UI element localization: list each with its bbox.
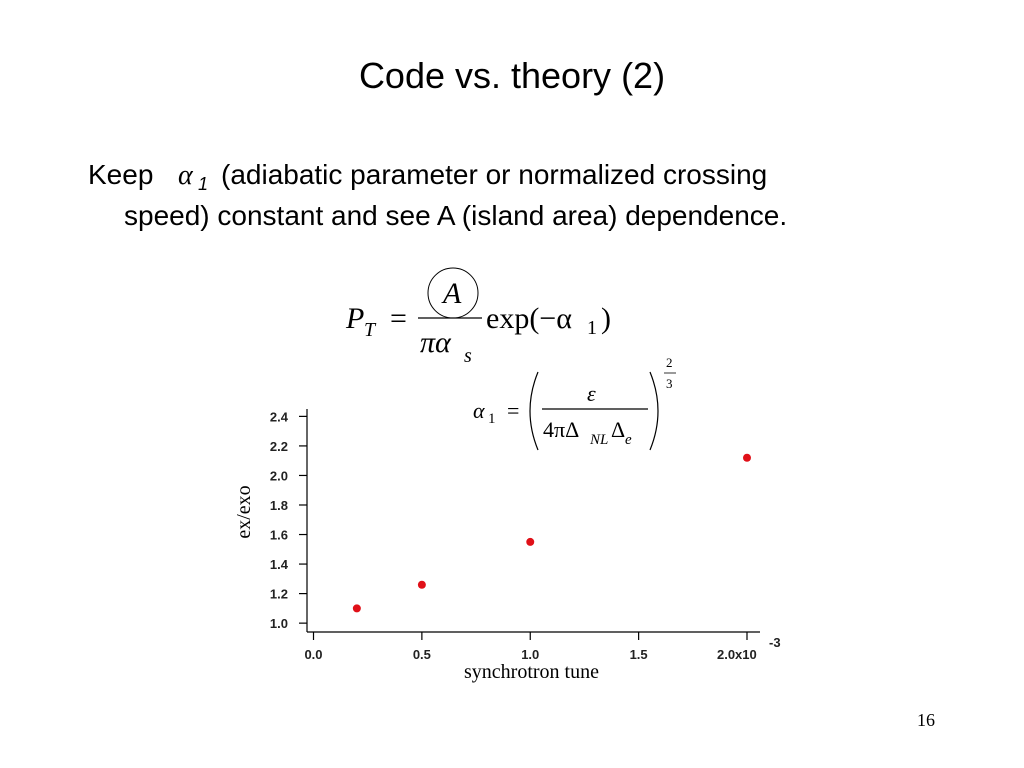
y-tick-label: 2.0: [270, 468, 288, 483]
x-axis-label: synchrotron tune: [464, 661, 599, 683]
paren: [529, 371, 539, 451]
eq-subscript: s: [464, 345, 472, 367]
eq-subscript: e: [625, 432, 632, 448]
y-tick-label: 1.2: [270, 587, 288, 602]
body-subscript: 1: [198, 174, 208, 194]
x-tick-label: 0.0: [304, 647, 322, 662]
slide-title: Code vs. theory (2): [359, 55, 665, 96]
y-tick-label: 1.0: [270, 616, 288, 631]
point: [417, 580, 426, 589]
point: [526, 537, 535, 546]
equation-1: P T = A πα s exp(−α 1 ): [345, 267, 611, 367]
eq-symbol: Δ: [611, 417, 625, 442]
equation-2: α 1 = ε 4πΔ NL Δ e 2 3: [473, 355, 676, 451]
chart: 1.0 1.2 1.4 1.6 1.8 2.0 2.2 2.4 0.0 0.5 1.0 1.5 2.0x…: [233, 409, 781, 683]
body-line: speed) constant and see A (island area) …: [124, 200, 787, 231]
eq-symbol: πα: [420, 326, 452, 359]
y-tick-label: 1.6: [270, 528, 288, 543]
y-axis-label: ex/exo: [233, 485, 255, 538]
point: [352, 604, 361, 613]
body-lead: Keep: [88, 159, 153, 190]
eq-symbol: exp(−α: [486, 302, 572, 335]
eq-symbol: A: [441, 277, 462, 310]
x-tick-label: 0.5: [413, 647, 431, 662]
eq-symbol: P: [345, 302, 364, 335]
x-exponent: -3: [769, 635, 781, 650]
y-tick-label: 2.4: [270, 409, 289, 424]
y-tick-label: 1.4: [270, 557, 289, 572]
paren: [649, 371, 659, 451]
eq-subscript: NL: [589, 432, 608, 448]
eq-exponent: 3: [666, 376, 673, 391]
eq-subscript: 1: [488, 411, 496, 427]
y-tick-label: 1.8: [270, 498, 288, 513]
y-tick-label: 2.2: [270, 439, 288, 454]
eq-symbol: 4πΔ: [543, 417, 579, 442]
eq-subscript: T: [364, 319, 377, 341]
point: [742, 453, 751, 462]
page-number: 16: [917, 710, 935, 730]
eq-symbol: ): [601, 302, 611, 335]
eq-operator: =: [390, 302, 407, 335]
eq-exponent: 2: [666, 355, 673, 370]
body-line: (adiabatic parameter or normalized cross…: [221, 159, 767, 190]
body-symbol: α: [178, 160, 194, 191]
eq-symbol: α: [473, 398, 485, 423]
eq-subscript: 1: [587, 317, 597, 339]
eq-symbol: ε: [587, 381, 596, 406]
x-tick-label: 1.0: [521, 647, 539, 662]
x-tick-label: 1.5: [630, 647, 648, 662]
eq-operator: =: [507, 398, 519, 423]
x-tick-label: 2.0x10: [717, 647, 757, 662]
